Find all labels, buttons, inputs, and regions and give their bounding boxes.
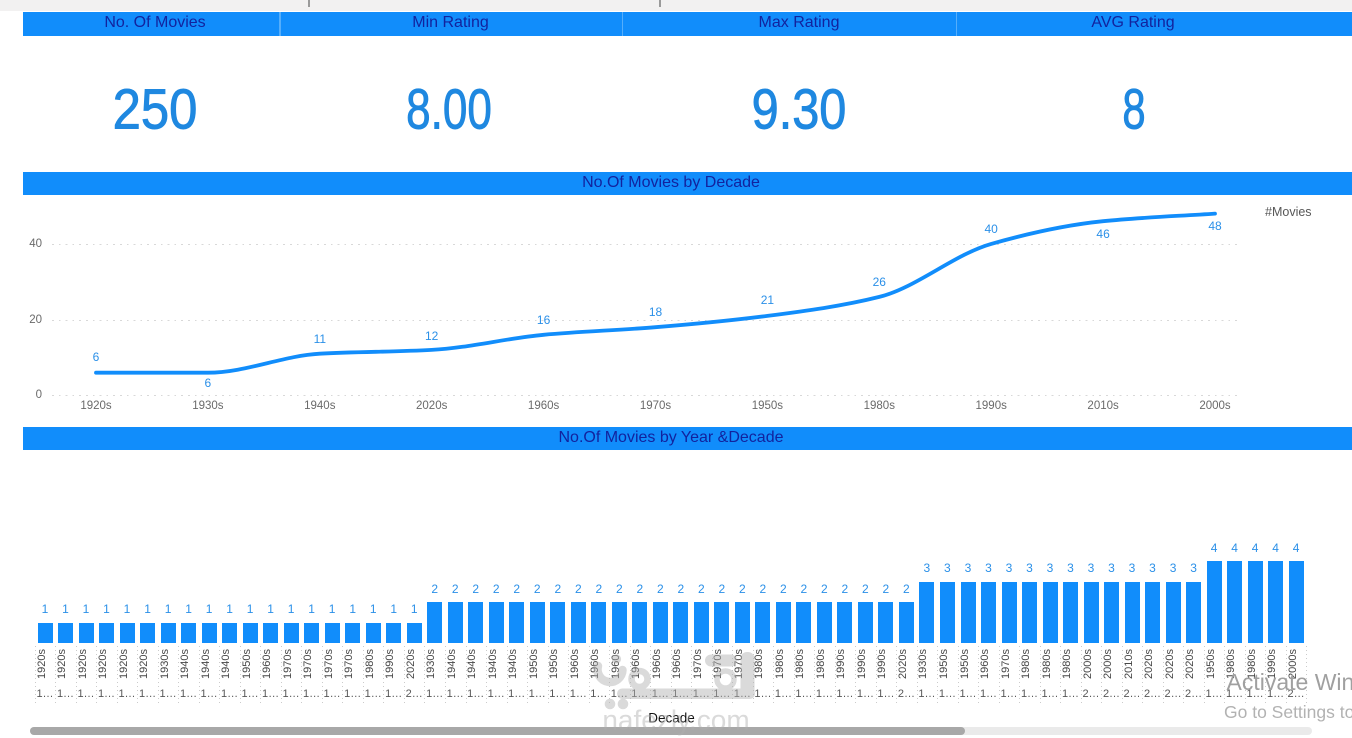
svg-text:nafezly.com: nafezly.com <box>602 705 749 736</box>
